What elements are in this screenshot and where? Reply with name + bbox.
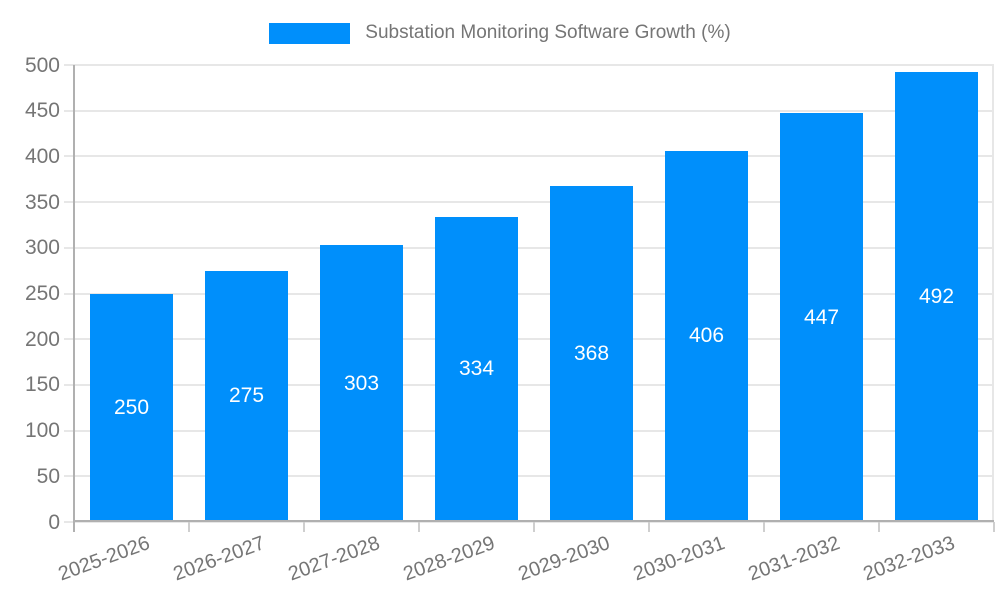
y-gridline	[64, 246, 994, 249]
x-axis-tick	[763, 522, 765, 532]
bar-value-label: 406	[688, 324, 725, 348]
x-axis-tick	[303, 522, 305, 532]
bar-value-label: 334	[458, 357, 495, 381]
y-axis-line	[73, 65, 75, 532]
bar	[665, 150, 748, 520]
x-axis-category-label: 2026-2027	[170, 532, 268, 586]
x-axis-category-label: 2031-2032	[745, 532, 843, 586]
x-axis-tick	[878, 522, 880, 532]
y-gridline	[64, 383, 994, 386]
x-axis-category-label: 2025-2026	[55, 532, 153, 586]
y-axis-tick-label: 350	[24, 190, 60, 214]
x-axis-category-label: 2032-2033	[860, 532, 958, 586]
bar	[90, 293, 173, 520]
bar-value-label: 303	[343, 371, 380, 395]
y-axis-tick-label: 0	[48, 510, 60, 534]
bar-value-label: 275	[228, 384, 265, 408]
bar-value-label: 368	[573, 341, 610, 365]
y-axis-tick-label: 250	[24, 282, 60, 305]
y-axis-tick-label: 500	[24, 53, 60, 77]
bar-value-label: 447	[803, 305, 840, 329]
bar	[780, 113, 863, 520]
y-gridline	[64, 475, 994, 478]
x-axis-tick	[188, 522, 190, 532]
x-axis-tick	[418, 522, 420, 532]
x-axis-category-label: 2027-2028	[285, 532, 383, 586]
y-gridline	[64, 429, 994, 432]
x-axis-category-label: 2029-2030	[515, 532, 613, 586]
plot-right-border	[992, 65, 994, 522]
bar-value-label: 492	[918, 285, 955, 309]
y-gridline	[64, 155, 994, 158]
bar-value-label: 250	[113, 395, 150, 419]
y-gridline	[64, 292, 994, 295]
y-axis-tick-label: 450	[24, 99, 60, 123]
x-axis-category-label: 2030-2031	[630, 532, 728, 586]
y-axis-tick-label: 300	[24, 236, 60, 260]
y-axis-tick-label: 50	[36, 464, 60, 488]
x-axis-tick	[993, 522, 995, 532]
bar	[895, 72, 978, 520]
legend-item[interactable]: Substation Monitoring Software Growth (%…	[0, 20, 1000, 46]
bar	[550, 185, 633, 520]
y-gridline	[64, 338, 994, 341]
legend-label: Substation Monitoring Software Growth (%…	[365, 22, 731, 43]
x-axis-tick	[648, 522, 650, 532]
y-gridline	[64, 109, 994, 112]
y-axis-tick-label: 400	[24, 144, 60, 168]
y-gridline	[64, 64, 994, 66]
y-axis-tick-label: 200	[24, 327, 60, 351]
bar	[205, 270, 288, 520]
y-gridline	[64, 521, 994, 523]
bar	[435, 216, 518, 520]
x-axis-tick	[533, 522, 535, 532]
x-axis-line	[74, 520, 994, 522]
bar	[320, 245, 403, 520]
y-axis-tick-label: 100	[24, 419, 60, 443]
y-gridline	[64, 201, 994, 204]
legend-swatch	[269, 22, 351, 44]
y-axis-tick-label: 150	[24, 373, 60, 397]
x-axis-category-label: 2028-2029	[400, 532, 498, 586]
